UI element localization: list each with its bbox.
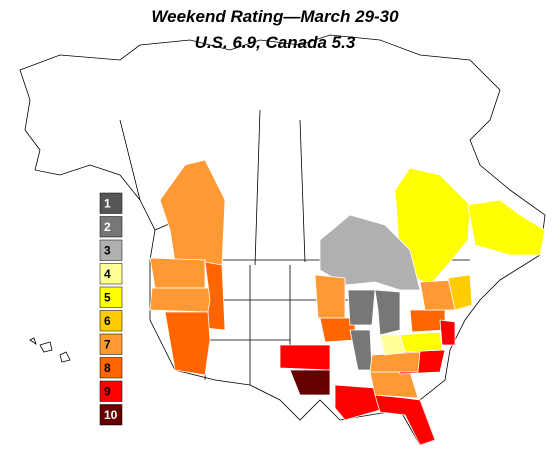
legend-label: 7: [104, 337, 111, 351]
legend-swatch: [99, 239, 123, 261]
region: [314, 274, 346, 319]
region: [289, 369, 331, 396]
legend-swatch: [99, 263, 123, 285]
region: [149, 257, 206, 289]
legend-label: 9: [104, 384, 111, 398]
region: [399, 331, 443, 353]
region: [439, 319, 456, 346]
region: [447, 274, 473, 311]
legend-label: 2: [104, 220, 111, 234]
legend-label: 5: [104, 290, 111, 304]
legend-swatch: [99, 333, 123, 355]
legend-swatch: [99, 216, 123, 238]
legend-swatch: [99, 192, 123, 214]
region: [279, 344, 331, 371]
region: [334, 384, 381, 421]
region: [204, 261, 226, 331]
legend-label: 8: [104, 361, 111, 375]
region: [369, 371, 419, 399]
legend-swatch: [99, 357, 123, 379]
region: [347, 289, 376, 326]
legend-label: 3: [104, 243, 111, 257]
legend-label: 10: [104, 408, 118, 422]
region: [379, 334, 406, 356]
subtitle: U.S. 6.9, Canada 5.3: [195, 33, 356, 52]
region: [467, 199, 546, 256]
region: [374, 289, 401, 336]
region: [369, 351, 421, 373]
legend-swatch: [99, 310, 123, 332]
legend-swatch: [99, 404, 123, 426]
region: [149, 287, 211, 313]
legend-label: 1: [104, 196, 111, 210]
legend-swatch: [99, 380, 123, 402]
region: [374, 394, 436, 446]
legend-label: 4: [104, 267, 111, 281]
title: Weekend Rating—March 29-30: [151, 7, 399, 26]
legend-label: 6: [104, 314, 111, 328]
region: [164, 311, 211, 376]
legend-swatch: [99, 286, 123, 308]
